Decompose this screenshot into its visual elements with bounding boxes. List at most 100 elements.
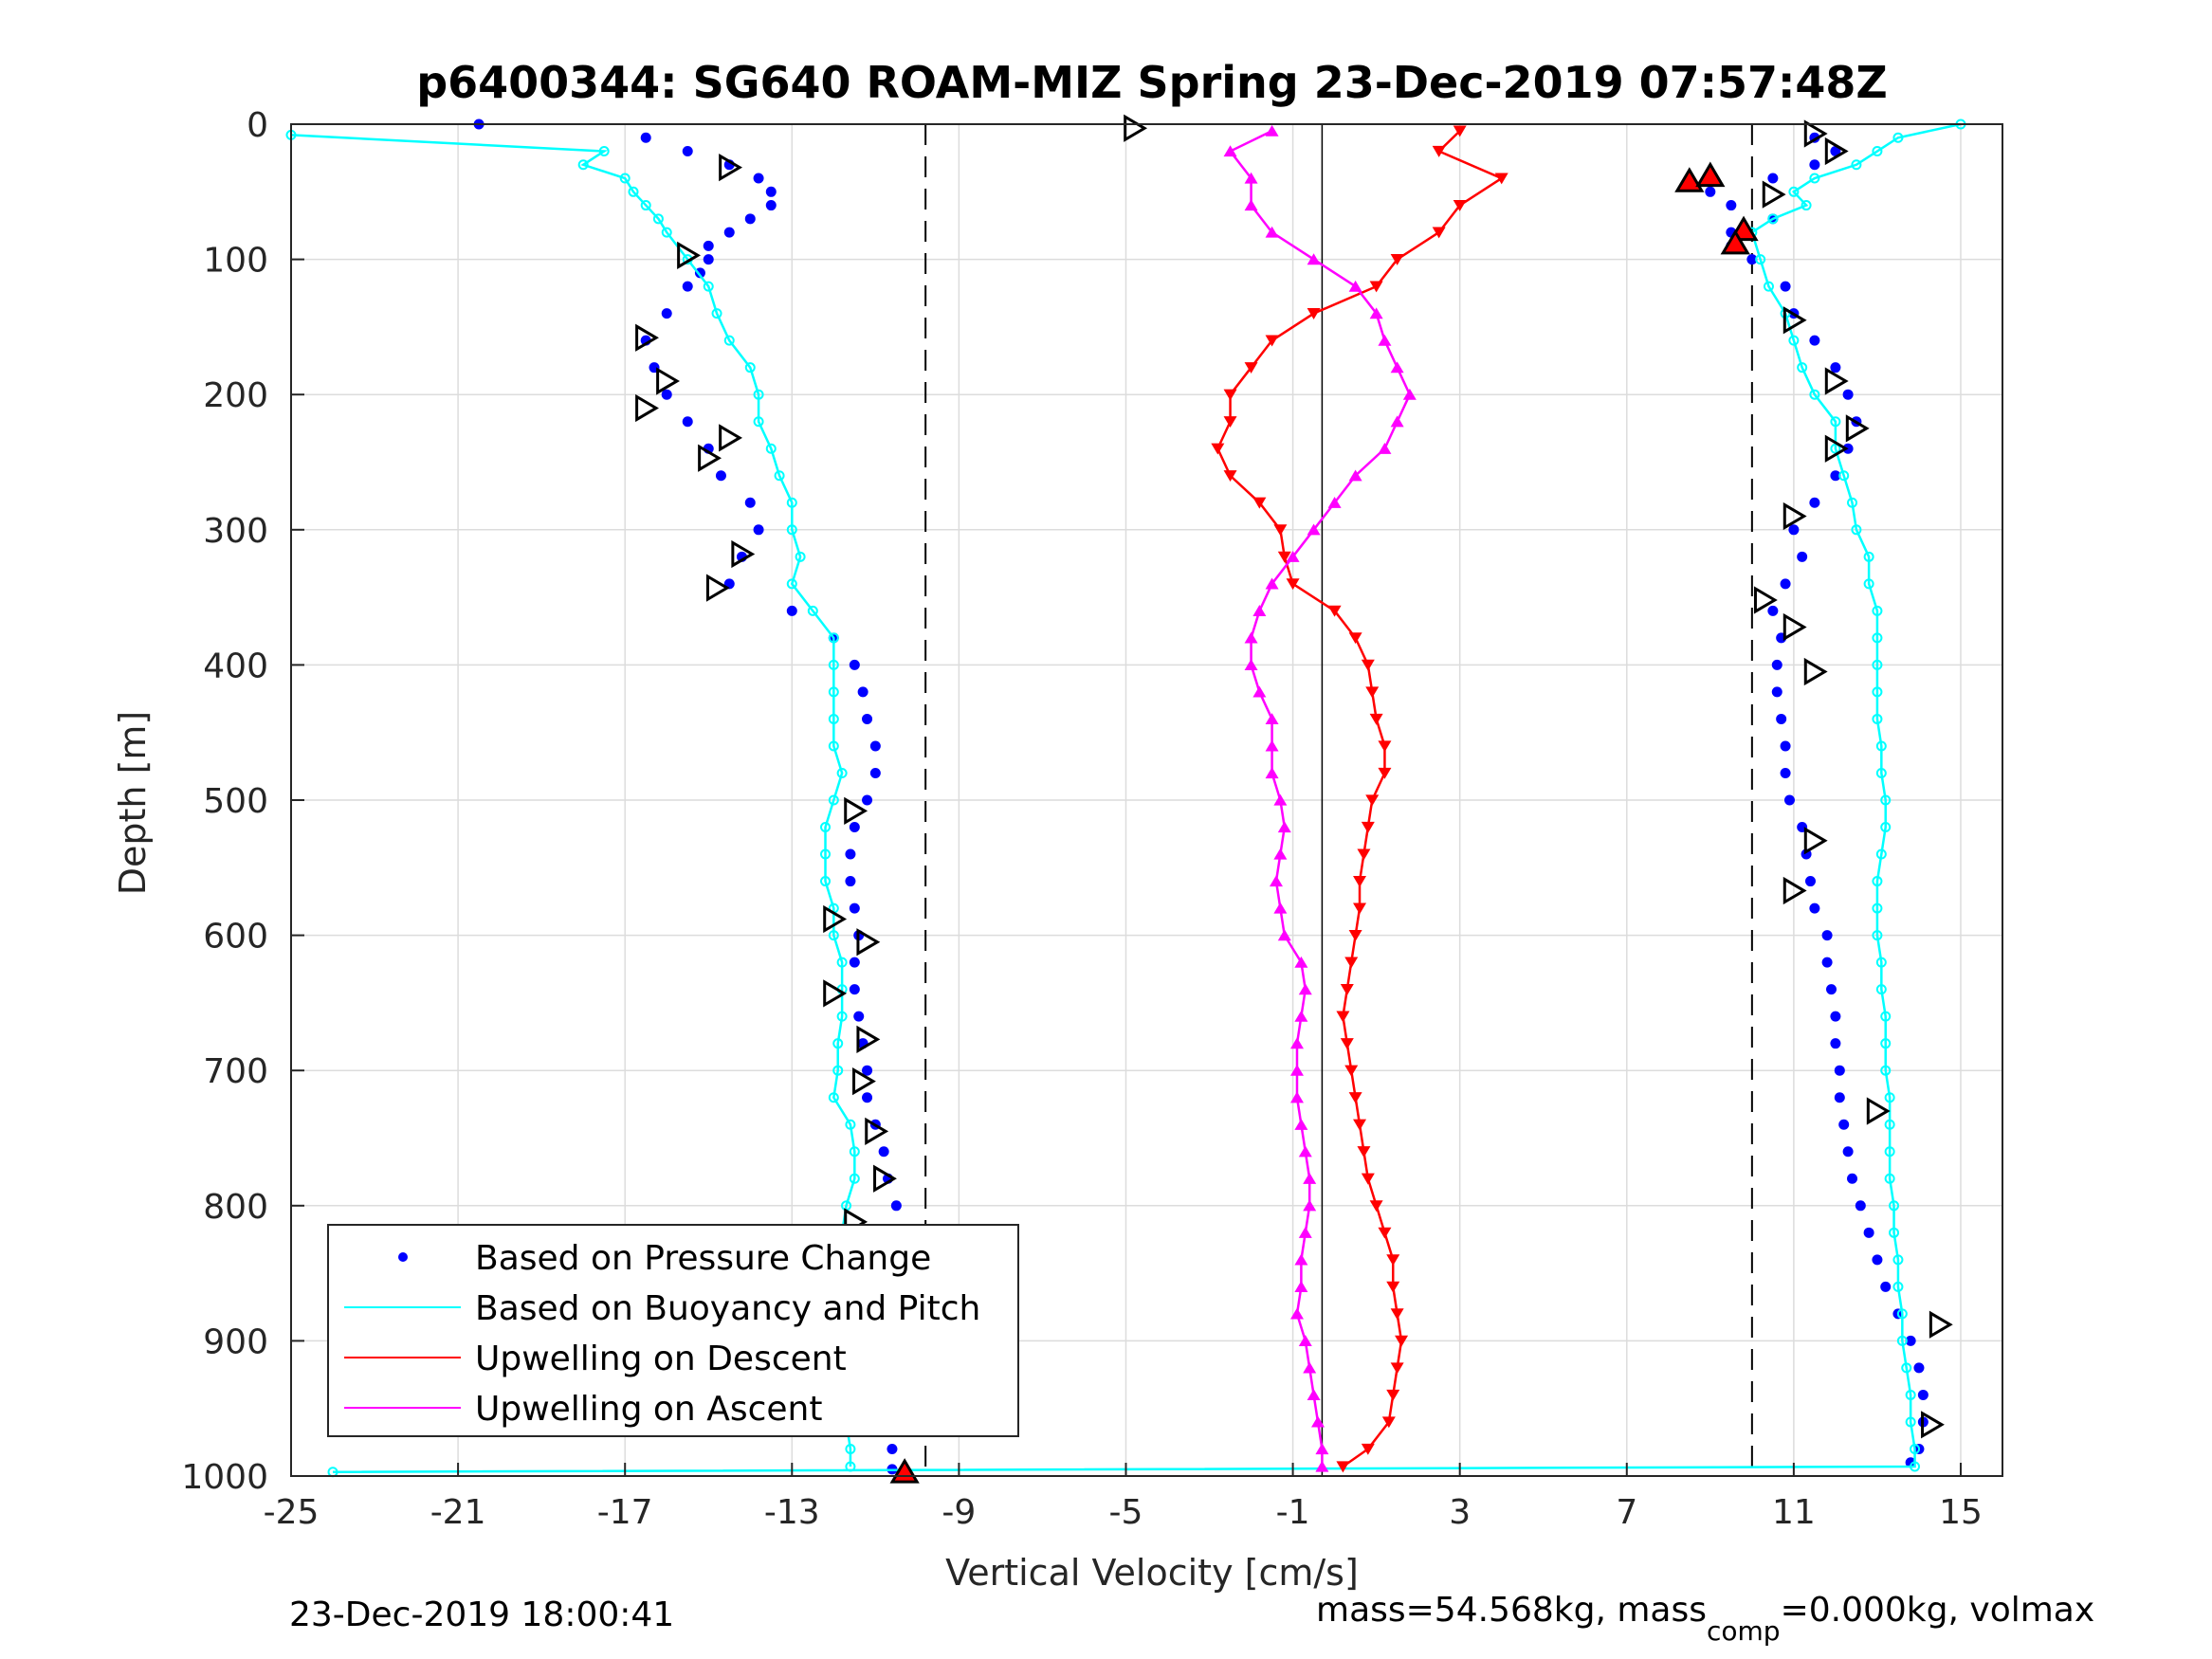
- data-point: [1386, 1389, 1400, 1401]
- triangle-marker: [823, 979, 848, 1008]
- data-point: [1826, 984, 1837, 995]
- data-point: [795, 551, 806, 562]
- data-point: [1357, 1146, 1371, 1158]
- data-point: [1910, 1461, 1921, 1472]
- y-tick-label: 700: [203, 1052, 268, 1091]
- data-point: [786, 578, 797, 590]
- data-point: [1244, 631, 1258, 644]
- data-point: [1834, 1092, 1845, 1103]
- data-point: [1336, 1461, 1350, 1473]
- x-tick-label: 7: [1616, 1493, 1637, 1532]
- data-point: [1872, 146, 1883, 157]
- data-point: [1369, 713, 1383, 725]
- data-point: [869, 740, 881, 752]
- data-point: [753, 173, 764, 184]
- data-point: [1289, 1064, 1304, 1076]
- data-point: [1307, 523, 1321, 536]
- data-point: [1896, 1308, 1908, 1320]
- data-point: [1776, 713, 1787, 724]
- data-point: [1809, 159, 1820, 171]
- triangle-marker: [1803, 657, 1828, 686]
- data-point: [1705, 186, 1716, 197]
- data-point: [1353, 875, 1367, 887]
- data-point: [1875, 984, 1887, 995]
- data-point: [1863, 1227, 1874, 1238]
- data-point: [1277, 821, 1291, 833]
- data-point: [1344, 957, 1359, 969]
- data-point: [1269, 875, 1283, 887]
- data-point: [1767, 173, 1779, 184]
- triangle-marker: [731, 539, 756, 569]
- data-point: [1289, 1307, 1304, 1320]
- legend: Based on Pressure Change Based on Buoyanc…: [327, 1224, 1019, 1437]
- data-point: [1838, 470, 1850, 482]
- data-point: [1340, 984, 1354, 995]
- data-point: [869, 767, 881, 778]
- data-point: [832, 1038, 844, 1049]
- data-point: [845, 848, 856, 860]
- data-point: [628, 186, 639, 197]
- data-point: [836, 957, 848, 968]
- data-point: [1378, 767, 1392, 779]
- data-point: [1884, 1092, 1895, 1103]
- data-point: [862, 713, 873, 724]
- legend-label: Upwelling on Descent: [475, 1340, 847, 1378]
- data-point: [836, 767, 848, 778]
- data-point: [1830, 443, 1841, 454]
- data-point: [1872, 930, 1883, 941]
- data-point: [1880, 1281, 1892, 1292]
- data-point: [1348, 1092, 1362, 1104]
- x-tick-label: -1: [1276, 1493, 1310, 1532]
- data-point: [1327, 605, 1342, 617]
- triangle-marker: [823, 904, 848, 934]
- triangle-marker: [1782, 306, 1807, 335]
- reference-lines: [924, 124, 1753, 1476]
- data-point: [1315, 1460, 1329, 1472]
- x-tick-label: -5: [1109, 1493, 1143, 1532]
- x-tick-label: -21: [430, 1493, 486, 1532]
- mass-suffix: =0.000kg, volmax: [1781, 1591, 2095, 1630]
- data-point: [1432, 145, 1446, 157]
- data-point: [1905, 1389, 1916, 1400]
- data-point: [1809, 902, 1820, 914]
- y-axis-ticks: 0 100 200 300 400 500 600 700 800 900 1000: [181, 106, 304, 1497]
- data-point: [1294, 1118, 1308, 1130]
- data-point: [1842, 1146, 1854, 1158]
- data-point: [849, 1173, 860, 1184]
- data-point: [1884, 1119, 1895, 1130]
- y-tick-label: 600: [203, 918, 268, 957]
- triangle-marker: [635, 323, 659, 352]
- data-point: [1872, 902, 1883, 914]
- data-point: [703, 240, 714, 251]
- data-point: [820, 848, 832, 860]
- triangle-marker: [1866, 1097, 1891, 1125]
- data-point: [1453, 199, 1467, 211]
- x-tick-label: -17: [597, 1493, 653, 1532]
- x-tick-label: -9: [941, 1493, 976, 1532]
- data-point: [640, 132, 651, 143]
- legend-label: Upwelling on Ascent: [475, 1390, 822, 1429]
- data-point: [1884, 1146, 1895, 1158]
- data-point: [1872, 659, 1883, 670]
- data-point: [1821, 957, 1833, 968]
- data-point: [1369, 281, 1383, 293]
- triangle-marker: [856, 928, 881, 957]
- data-point: [1348, 280, 1362, 292]
- data-point: [1905, 1457, 1916, 1468]
- data-point: [828, 740, 839, 752]
- data-point: [1390, 361, 1404, 374]
- data-point: [820, 876, 832, 887]
- y-tick-label: 300: [203, 512, 268, 551]
- y-tick-label: 1000: [181, 1458, 268, 1497]
- data-point: [1809, 173, 1820, 184]
- data-point: [1780, 281, 1791, 292]
- data-point: [832, 1065, 844, 1076]
- data-point: [1780, 740, 1791, 752]
- data-point: [1847, 1173, 1858, 1184]
- data-point: [1830, 362, 1841, 374]
- data-point: [1286, 578, 1300, 591]
- triangle-marker: [873, 1164, 897, 1193]
- data-point: [836, 1011, 848, 1022]
- x-tick-label: -13: [764, 1493, 820, 1532]
- y-tick-label: 800: [203, 1188, 268, 1227]
